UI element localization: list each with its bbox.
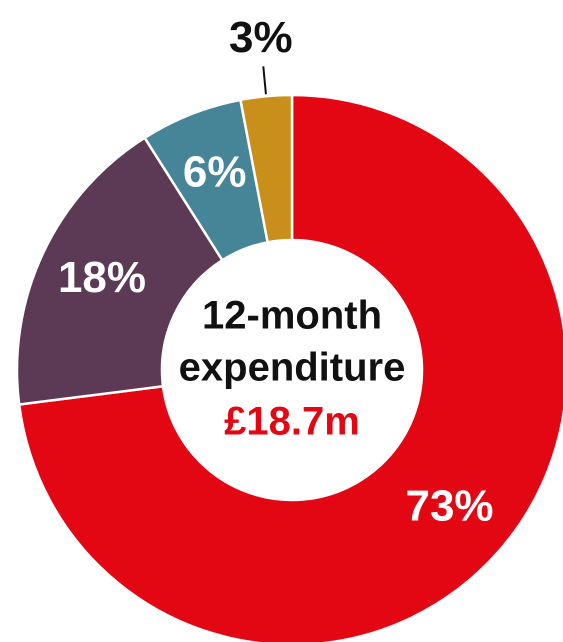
value-label: 73% xyxy=(405,482,493,531)
center-label: 12-month xyxy=(202,294,382,338)
value-label: 18% xyxy=(58,253,146,302)
center-value: £18.7m xyxy=(224,400,360,444)
donut-slice xyxy=(17,93,563,642)
value-label: 6% xyxy=(183,147,247,196)
center-label: expenditure xyxy=(179,346,406,390)
donut-slice xyxy=(239,93,294,244)
leader-line xyxy=(262,66,267,95)
value-label: 3% xyxy=(229,13,293,62)
donut-slice xyxy=(15,136,225,406)
